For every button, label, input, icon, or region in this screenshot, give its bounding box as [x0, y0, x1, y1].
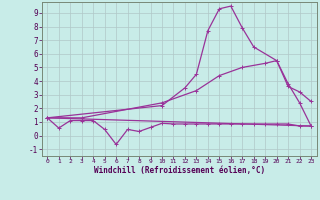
X-axis label: Windchill (Refroidissement éolien,°C): Windchill (Refroidissement éolien,°C)	[94, 166, 265, 175]
